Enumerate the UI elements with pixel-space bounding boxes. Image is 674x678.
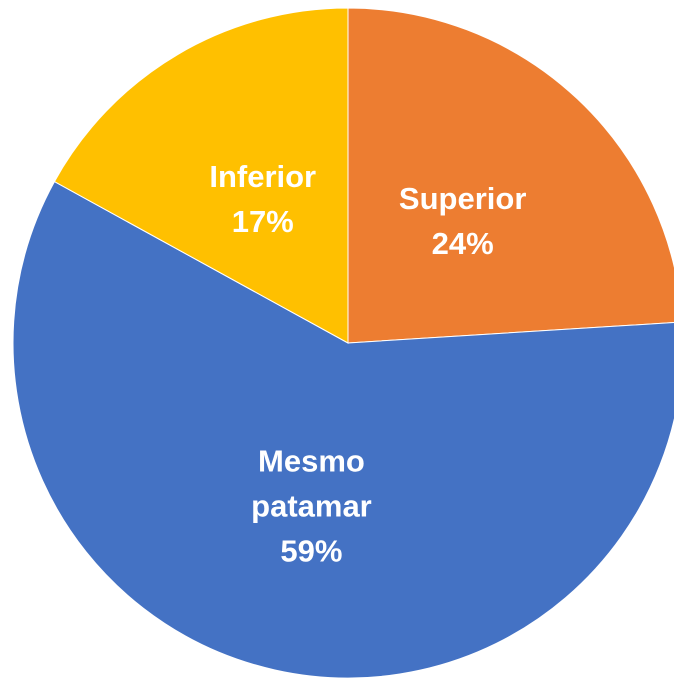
- data-label: Inferior 17%: [173, 154, 353, 244]
- pie-slice: [12, 180, 674, 678]
- pie-slice: [347, 7, 674, 344]
- value-label: 59%: [280, 533, 343, 569]
- value-label: 17%: [231, 203, 294, 239]
- category-label: Mesmo patamar: [251, 443, 372, 524]
- category-label: Inferior: [209, 158, 317, 194]
- category-label: Superior: [398, 180, 527, 216]
- pie-slice: [53, 7, 349, 344]
- value-label: 24%: [431, 225, 494, 261]
- data-label: Superior 24%: [373, 176, 553, 266]
- data-label: Mesmo patamar 59%: [221, 439, 401, 574]
